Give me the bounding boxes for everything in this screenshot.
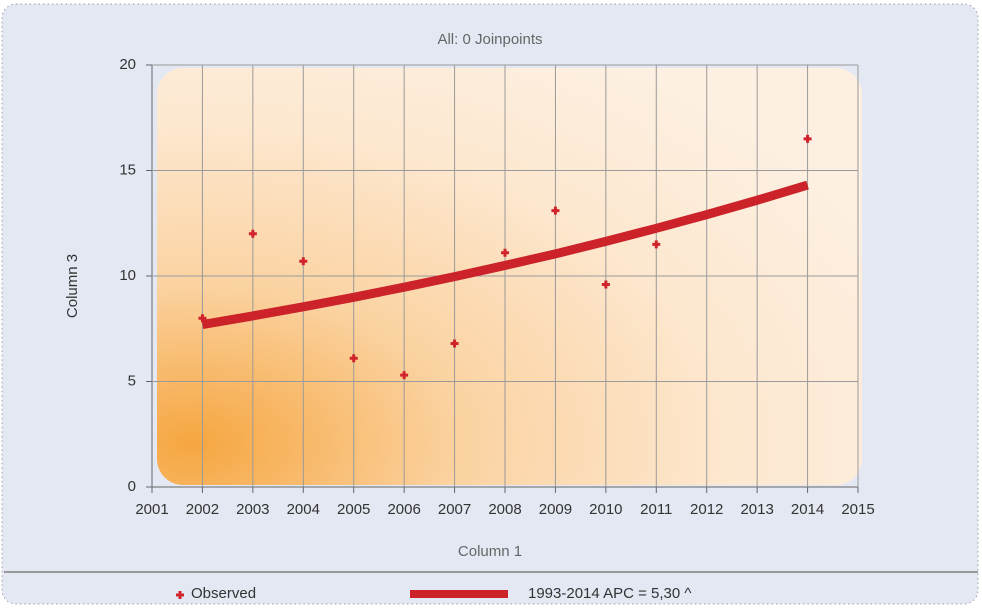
x-tick-label: 2003 (236, 501, 269, 518)
x-tick-label: 2012 (690, 501, 723, 518)
x-axis-label: Column 1 (458, 543, 522, 560)
x-tick-label: 2014 (791, 501, 824, 518)
y-tick-label: 10 (119, 267, 136, 284)
legend-label: Observed (191, 585, 256, 602)
y-axis-label: Column 3 (64, 254, 81, 318)
x-tick-label: 2006 (387, 501, 420, 518)
legend-swatch (410, 590, 508, 598)
y-tick-label: 0 (128, 478, 136, 495)
y-tick-label: 15 (119, 161, 136, 178)
chart-title: All: 0 Joinpoints (437, 31, 542, 48)
x-tick-label: 2015 (841, 501, 874, 518)
x-tick-label: 2004 (287, 501, 320, 518)
chart: All: 0 Joinpoints Column 1 Column 3 0 5 10… (0, 0, 982, 608)
legend-label: 1993-2014 APC = 5,30 ^ (528, 585, 691, 602)
y-tick-label: 5 (128, 372, 136, 389)
x-tick-label: 2008 (488, 501, 521, 518)
x-tick-label: 2001 (135, 501, 168, 518)
y-tick-label: 20 (119, 56, 136, 73)
x-tick-label: 2002 (186, 501, 219, 518)
x-tick-label: 2005 (337, 501, 370, 518)
x-tick-label: 2010 (589, 501, 622, 518)
x-tick-label: 2013 (740, 501, 773, 518)
x-tick-label: 2009 (539, 501, 572, 518)
x-tick-label: 2011 (640, 501, 672, 518)
x-tick-label: 2007 (438, 501, 471, 518)
